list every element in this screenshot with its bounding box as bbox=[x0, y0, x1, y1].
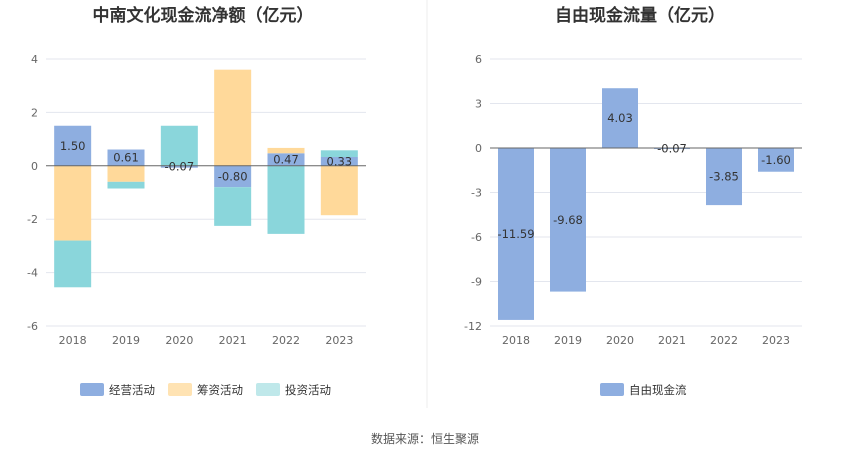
left-chart: 4 2 0 -2 -4 -6 2018 2019 2020 2021 2022 2023 1.50 0.6… bbox=[27, 53, 366, 347]
bar-free_cash_flow[interactable] bbox=[654, 148, 690, 150]
bar-financing[interactable] bbox=[267, 147, 305, 154]
bar-free_cash_flow[interactable] bbox=[550, 148, 586, 292]
y-tick-label: 2 bbox=[31, 106, 38, 119]
bar-financing[interactable] bbox=[214, 69, 252, 166]
y-tick-label: 4 bbox=[31, 53, 38, 66]
data-label: 0.61 bbox=[113, 151, 139, 165]
y-tick-label: 3 bbox=[475, 98, 482, 111]
bar-free_cash_flow[interactable] bbox=[758, 148, 794, 172]
x-tick-label: 2018 bbox=[502, 334, 530, 347]
x-tick-label: 2019 bbox=[112, 334, 140, 347]
data-label: 4.03 bbox=[607, 111, 633, 125]
y-tick-label: 0 bbox=[31, 160, 38, 173]
bar-operating[interactable] bbox=[107, 149, 145, 166]
x-tick-label: 2019 bbox=[554, 334, 582, 347]
right-legend: 自由现金流 bbox=[600, 383, 687, 397]
y-tick-label: -3 bbox=[471, 187, 482, 200]
data-label: -9.68 bbox=[553, 213, 583, 227]
bar-free_cash_flow[interactable] bbox=[498, 148, 534, 320]
legend-swatch[interactable] bbox=[168, 383, 192, 396]
data-label: -0.07 bbox=[657, 142, 687, 156]
bar-financing[interactable] bbox=[54, 165, 92, 241]
bar-financing[interactable] bbox=[107, 165, 145, 182]
y-tick-label: -4 bbox=[27, 267, 38, 280]
data-label: 0.33 bbox=[327, 154, 353, 168]
y-tick-label: -6 bbox=[27, 320, 38, 333]
y-tick-label: -12 bbox=[464, 320, 482, 333]
x-tick-label: 2022 bbox=[710, 334, 738, 347]
x-tick-label: 2018 bbox=[59, 334, 87, 347]
bar-financing[interactable] bbox=[320, 165, 358, 216]
data-label: 0.47 bbox=[273, 153, 299, 167]
data-label: 1.50 bbox=[60, 139, 86, 153]
data-label: -0.07 bbox=[164, 160, 194, 174]
bar-investing[interactable] bbox=[54, 240, 92, 288]
y-tick-label: 0 bbox=[475, 142, 482, 155]
data-label: -3.85 bbox=[709, 170, 739, 184]
legend-label[interactable]: 经营活动 bbox=[109, 383, 155, 397]
y-tick-label: -2 bbox=[27, 213, 38, 226]
bar-investing[interactable] bbox=[160, 125, 198, 166]
legend-label[interactable]: 自由现金流 bbox=[629, 383, 687, 397]
right-chart-title: 自由现金流量（亿元） bbox=[555, 5, 725, 26]
bar-operating[interactable] bbox=[160, 165, 198, 168]
source-note: 数据来源：恒生聚源 bbox=[371, 431, 479, 446]
x-tick-label: 2021 bbox=[658, 334, 686, 347]
data-label: -11.59 bbox=[497, 227, 534, 241]
bar-operating[interactable] bbox=[214, 165, 252, 188]
left-legend: 经营活动 筹资活动 投资活动 bbox=[80, 383, 331, 397]
x-tick-label: 2021 bbox=[219, 334, 247, 347]
x-tick-label: 2023 bbox=[325, 334, 353, 347]
bar-investing[interactable] bbox=[320, 150, 358, 157]
x-tick-label: 2020 bbox=[606, 334, 634, 347]
x-tick-label: 2022 bbox=[272, 334, 300, 347]
data-label: -0.80 bbox=[218, 169, 248, 183]
bar-operating[interactable] bbox=[320, 156, 358, 166]
legend-swatch[interactable] bbox=[80, 383, 104, 396]
legend-label[interactable]: 筹资活动 bbox=[197, 383, 243, 397]
bar-investing[interactable] bbox=[214, 187, 252, 226]
bar-investing[interactable] bbox=[267, 165, 305, 234]
right-chart: 6 3 0 -3 -6 -9 -12 2018 2019 2020 2021 2022 2023 -11.… bbox=[464, 53, 802, 347]
x-tick-label: 2020 bbox=[165, 334, 193, 347]
data-label: -1.60 bbox=[761, 153, 791, 167]
bar-investing[interactable] bbox=[107, 181, 145, 189]
bar-operating[interactable] bbox=[54, 125, 92, 166]
legend-swatch[interactable] bbox=[256, 383, 280, 396]
legend-label[interactable]: 投资活动 bbox=[285, 383, 331, 397]
left-chart-title: 中南文化现金流净额（亿元） bbox=[93, 5, 314, 26]
bar-operating[interactable] bbox=[267, 153, 305, 166]
y-tick-label: -6 bbox=[471, 231, 482, 244]
legend-swatch[interactable] bbox=[600, 383, 624, 396]
y-tick-label: 6 bbox=[475, 53, 482, 66]
bar-free_cash_flow[interactable] bbox=[602, 88, 638, 148]
x-tick-label: 2023 bbox=[762, 334, 790, 347]
y-tick-label: -9 bbox=[471, 276, 482, 289]
bar-free_cash_flow[interactable] bbox=[706, 148, 742, 206]
